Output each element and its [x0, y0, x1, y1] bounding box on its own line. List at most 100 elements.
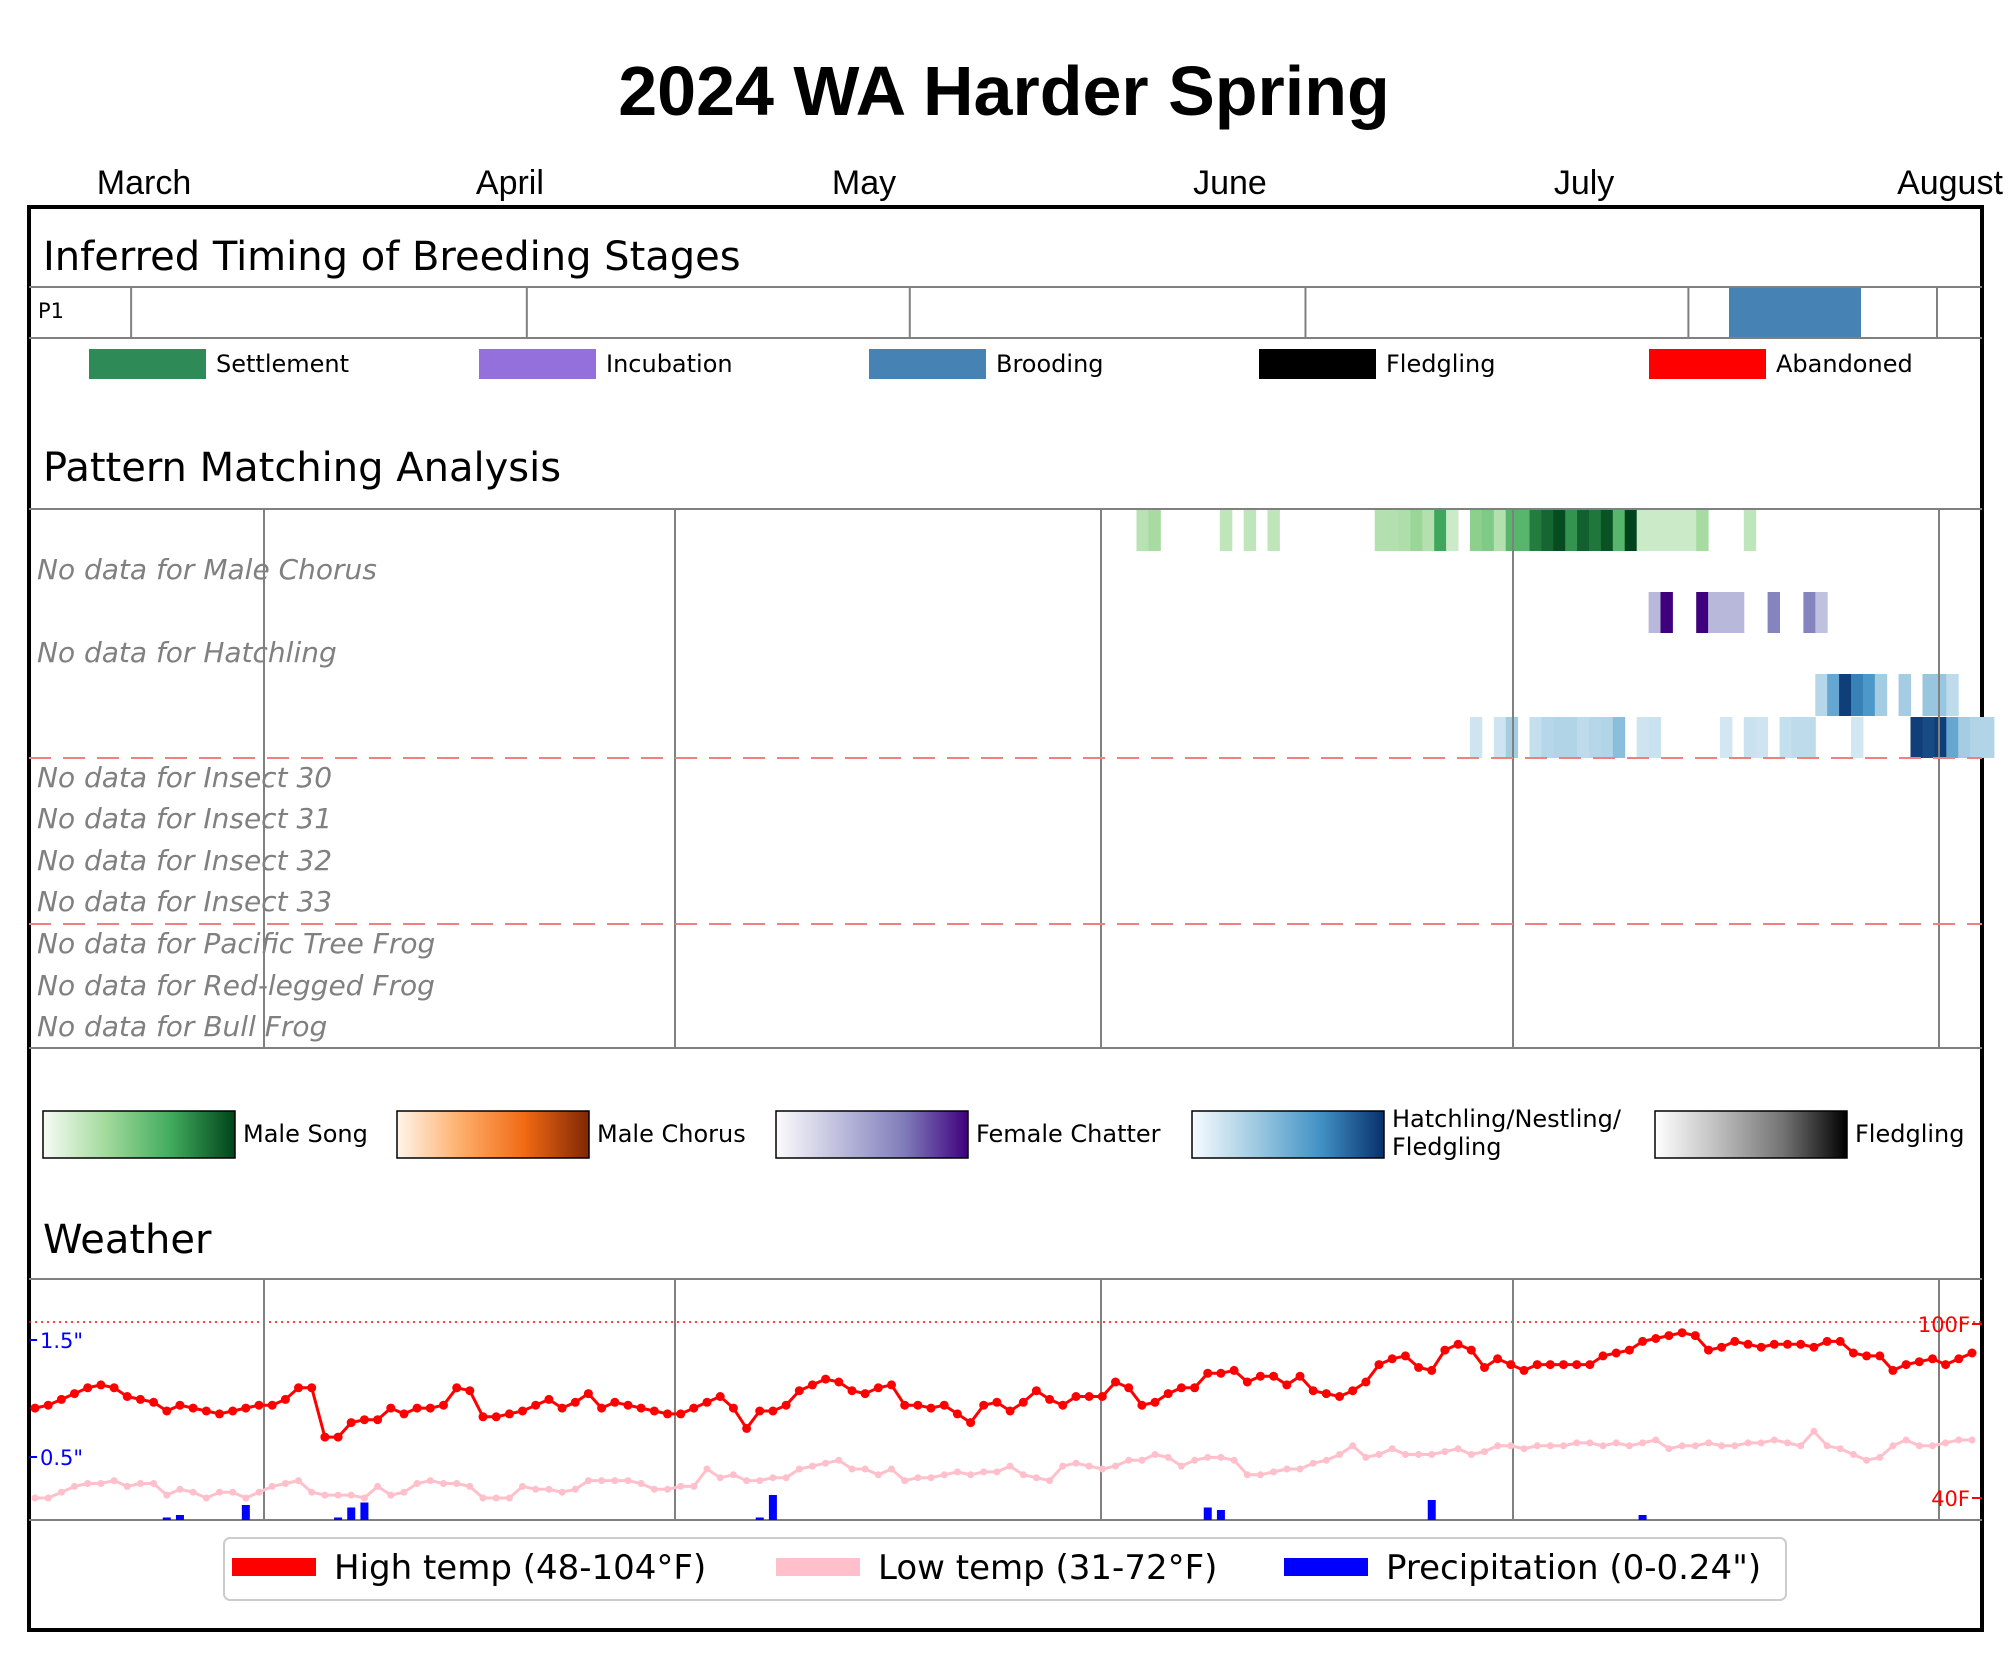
high-temp-point: [439, 1400, 448, 1410]
precip-bar: [360, 1502, 369, 1520]
low-temp-point: [1401, 1451, 1409, 1458]
high-temp-point: [1835, 1336, 1845, 1346]
high-temp-point: [1255, 1371, 1265, 1381]
heatmap-cell: [1767, 592, 1780, 633]
high-temp-point: [1888, 1365, 1898, 1375]
stage-legend-swatch-fledgling: [1259, 349, 1376, 379]
high-temp-point: [254, 1400, 264, 1410]
colorbar-swatch: [42, 1110, 236, 1159]
high-temp-point: [623, 1400, 633, 1410]
heatmap-cell: [1720, 592, 1733, 633]
high-temp-point: [847, 1386, 857, 1396]
low-temp-point: [1059, 1462, 1067, 1470]
heatmap-cell: [1553, 510, 1566, 551]
low-temp-point: [993, 1468, 1001, 1476]
heatmap-cell: [1410, 510, 1423, 551]
low-temp-point: [57, 1488, 65, 1496]
low-temp-point: [202, 1494, 210, 1502]
high-temp-point: [491, 1412, 501, 1422]
low-temp-point: [1454, 1445, 1462, 1453]
low-temp-point: [136, 1480, 144, 1487]
high-temp-point: [320, 1432, 330, 1442]
heatmap-cell: [1648, 592, 1661, 633]
low-temp-point: [1520, 1445, 1528, 1453]
low-temp-point: [1270, 1468, 1278, 1476]
precip-bar: [347, 1507, 356, 1520]
low-temp-point: [1546, 1442, 1554, 1450]
low-temp-point: [44, 1494, 52, 1502]
low-temp-point: [1494, 1442, 1502, 1450]
low-temp-point: [150, 1480, 158, 1487]
heatmap-cell: [1493, 717, 1507, 758]
low-temp-point: [1625, 1442, 1633, 1450]
high-temp-point: [43, 1400, 53, 1410]
high-temp-point: [386, 1403, 396, 1413]
heatmap-cell: [1267, 510, 1280, 551]
heatmap-cell: [1898, 674, 1911, 716]
heatmap-cell: [1851, 674, 1864, 716]
low-temp-point: [980, 1468, 988, 1476]
high-temp-point: [215, 1409, 224, 1419]
heatmap-cell: [1434, 510, 1447, 551]
low-temp-point: [255, 1488, 263, 1496]
stage-legend-swatch-settlement: [89, 349, 206, 379]
heatmap-cell: [1910, 717, 1923, 758]
heatmap-cell: [1696, 510, 1709, 551]
section-title-breeding: Inferred Timing of Breeding Stages: [43, 234, 741, 280]
low-temp-point: [1415, 1451, 1423, 1458]
high-temp-point: [1506, 1360, 1516, 1370]
low-temp-point: [216, 1488, 223, 1496]
low-temp-point: [1428, 1451, 1436, 1458]
low-temp-point: [808, 1462, 816, 1470]
low-temp-point: [782, 1474, 790, 1482]
low-temp-point: [611, 1477, 619, 1485]
low-temp-point: [1309, 1459, 1317, 1467]
low-temp-point: [1810, 1427, 1818, 1435]
high-temp-point: [1335, 1392, 1344, 1401]
low-temp-point: [1968, 1436, 1976, 1444]
stage-legend-label-brooding: Brooding: [996, 350, 1104, 378]
high-temp-point: [1440, 1345, 1450, 1355]
colorbar-label: Hatchling/Nestling/: [1392, 1105, 1622, 1133]
precip-tick-high: 1.5": [40, 1329, 83, 1353]
high-temp-point: [1045, 1394, 1055, 1404]
heatmap-cell: [1565, 717, 1578, 758]
weather-legend-label: Precipitation (0-0.24"): [1386, 1548, 1761, 1588]
low-temp-point: [1718, 1442, 1726, 1450]
heatmap-cell: [1374, 510, 1388, 551]
high-temp-point: [1058, 1400, 1068, 1410]
low-temp-point: [1849, 1451, 1857, 1458]
precip-bar: [175, 1515, 184, 1520]
low-temp-point: [637, 1480, 645, 1487]
heatmap-cell: [1743, 717, 1757, 758]
low-temp-point: [1889, 1442, 1897, 1450]
low-temp-point: [1533, 1442, 1541, 1450]
high-temp-point: [109, 1383, 119, 1393]
high-temp-point: [201, 1406, 211, 1416]
high-temp-point: [1400, 1351, 1410, 1361]
high-temp-point: [228, 1406, 238, 1416]
high-temp-point: [610, 1397, 620, 1407]
heatmap-cells: [1136, 510, 1995, 758]
high-temp-point: [241, 1403, 251, 1413]
high-temp-point: [939, 1400, 949, 1410]
high-temp-point: [913, 1400, 923, 1410]
pattern-panel: No data for Male Chorus No data for Hatch…: [29, 508, 1995, 1049]
low-temp-point: [440, 1480, 447, 1487]
no-data-label: No data for Red-legged Frog: [37, 969, 435, 1002]
stage-bars: [1729, 288, 1861, 337]
heatmap-cell: [1648, 510, 1661, 551]
high-temp-point: [1466, 1345, 1476, 1355]
heatmap-cell: [1862, 674, 1876, 716]
high-temp-point: [1295, 1371, 1305, 1381]
heatmap-cell: [1589, 717, 1602, 758]
low-temp-point: [1836, 1445, 1844, 1453]
heatmap-cell: [1970, 717, 1983, 758]
high-temp-point: [175, 1400, 185, 1410]
low-temp-point: [835, 1456, 843, 1464]
high-temp-point: [900, 1400, 910, 1410]
low-temp-point: [1283, 1465, 1291, 1473]
high-temp-point: [1690, 1331, 1700, 1341]
heatmap-cell: [1553, 717, 1566, 758]
low-temp-point: [492, 1494, 500, 1502]
